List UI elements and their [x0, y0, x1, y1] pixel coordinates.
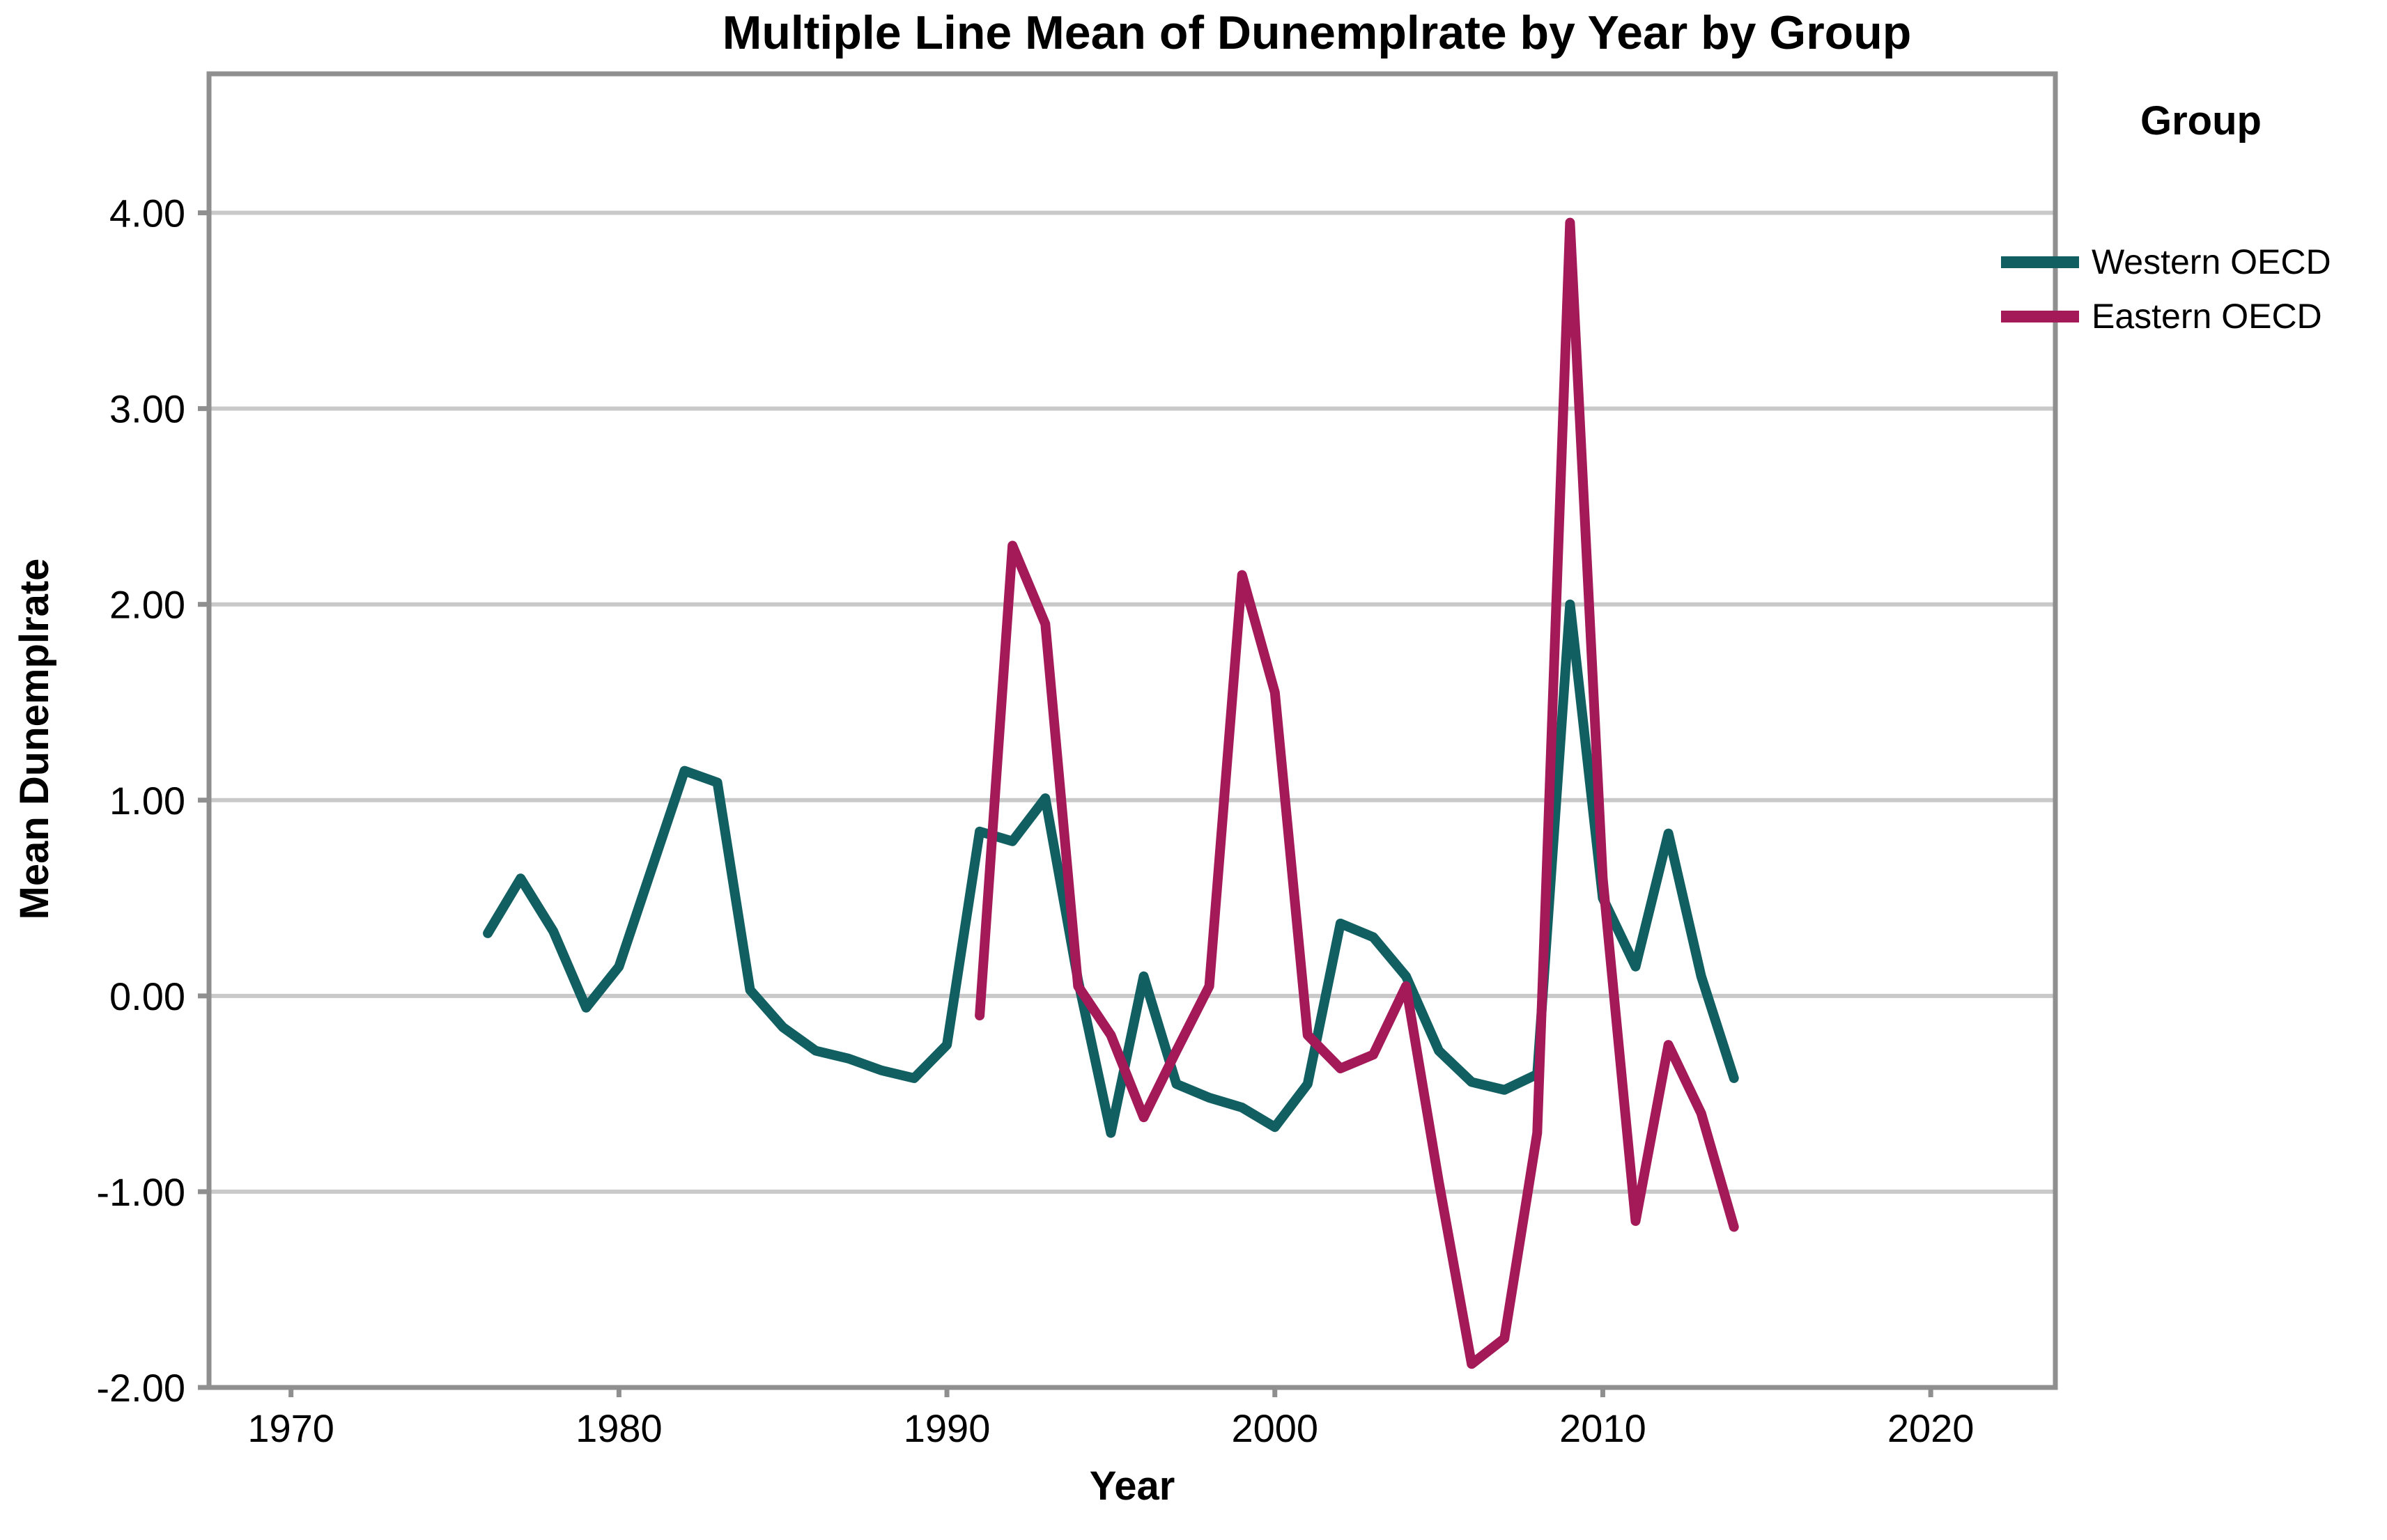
series-line-western-oecd	[483, 599, 1739, 1138]
x-tick-label: 2020	[1887, 1406, 1975, 1450]
x-tick-label: 1990	[904, 1406, 991, 1450]
legend-label: Western OECD	[2092, 242, 2331, 281]
x-tick-label: 1980	[575, 1406, 663, 1450]
legend-item-eastern-oecd: Eastern OECD	[2001, 289, 2387, 343]
legend: Group Western OECD Eastern OECD	[2001, 98, 2387, 343]
legend-label: Eastern OECD	[2092, 297, 2322, 336]
x-tick-label: 1970	[247, 1406, 334, 1450]
eastern-oecd-line-swatch	[2001, 310, 2079, 322]
legend-item-western-oecd: Western OECD	[2001, 235, 2387, 289]
y-tick-label: 2.00	[109, 583, 185, 627]
plot-frame	[206, 71, 2058, 1390]
y-tick-label: 0.00	[109, 974, 185, 1018]
y-tick-label: 1.00	[109, 779, 185, 823]
y-tick-label: 4.00	[109, 192, 185, 235]
y-tick-label: 3.00	[109, 387, 185, 431]
y-tick-label: -2.00	[96, 1366, 185, 1410]
western-oecd-line-swatch	[2001, 256, 2079, 268]
legend-title: Group	[2140, 98, 2262, 143]
y-tick-label: -1.00	[96, 1170, 185, 1214]
chart-title: Multiple Line Mean of Dunemplrate by Yea…	[722, 6, 1912, 59]
x-tick-label: 2010	[1559, 1406, 1646, 1450]
series-line-eastern-oecd	[975, 217, 1739, 1369]
x-axis-title: Year	[1089, 1463, 1175, 1509]
x-tick-label: 2000	[1231, 1406, 1318, 1450]
